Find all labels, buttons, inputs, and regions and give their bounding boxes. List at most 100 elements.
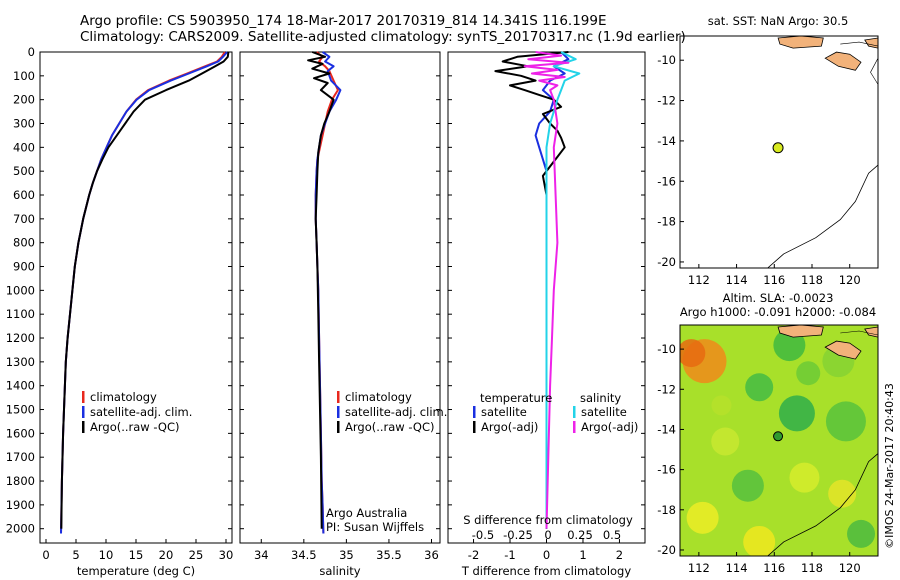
y-tick-label: 1100 [6, 307, 35, 321]
sla-blob [778, 395, 815, 432]
land-island [824, 51, 862, 71]
legend-swatch [82, 421, 85, 433]
sst_map-xtick-label: 116 [763, 273, 785, 287]
y-tick-label: 400 [13, 140, 35, 154]
legend-label: satellite-adj. clim. [90, 405, 192, 419]
legend-label: satellite [581, 405, 627, 419]
series-line-s-satellite [545, 51, 581, 529]
y-tick-label: 100 [13, 69, 35, 83]
sla-blob [743, 525, 776, 556]
y-tick-label: 2000 [6, 522, 35, 536]
temperature-xtick-label: 30 [219, 548, 234, 562]
series-line-argo-raw-qc- [60, 51, 230, 529]
sla_map-ytick-label: -16 [657, 463, 676, 477]
salinity-xlabel: salinity [319, 564, 360, 578]
sst_map-xtick-label: 112 [688, 273, 710, 287]
series-line-s-argo-adj- [523, 51, 570, 529]
legend-swatch [337, 406, 340, 418]
difference-xtick-top-label: 0.5 [603, 528, 621, 542]
sla-blob [828, 479, 857, 508]
y-tick-label: 1900 [6, 498, 35, 512]
difference-xtick-top-label: 0.25 [567, 528, 593, 542]
depth-contour [767, 164, 878, 268]
sla_map-xtick-label: 120 [839, 561, 861, 575]
y-tick-label: 800 [13, 236, 35, 250]
y-tick-label: 1700 [6, 450, 35, 464]
y-tick-label: 0 [28, 45, 35, 59]
legend-swatch [337, 421, 340, 433]
sst_map-ytick-label: -14 [657, 134, 676, 148]
title-line-1: Argo profile: CS 5903950_174 18-Mar-2017… [80, 13, 607, 29]
sla_map-ytick-label: -18 [657, 503, 676, 517]
salinity-frame [239, 51, 441, 544]
y-tick-label: 1300 [6, 355, 35, 369]
y-tick-label: 300 [13, 117, 35, 131]
temperature-xtick-label: 15 [129, 548, 144, 562]
difference-xtick-label: -2 [468, 548, 479, 562]
legend-label: Argo(..raw -QC) [345, 420, 435, 434]
sla-blob [731, 469, 764, 502]
depth-contour [840, 330, 878, 336]
difference-xtick-label: 0 [543, 548, 550, 562]
legend-swatch [82, 391, 85, 403]
imos-credit: ©IMOS 24-Mar-2017 20:40:43 [883, 383, 896, 549]
depth-contour [870, 58, 878, 85]
sla-blob [825, 401, 866, 442]
temperature-xtick-label: 0 [42, 548, 49, 562]
y-tick-label: 500 [13, 164, 35, 178]
legend-label: climatology [345, 390, 412, 404]
sla-blob [796, 361, 821, 386]
sst_map-xtick-label: 114 [726, 273, 748, 287]
land-island [777, 36, 824, 49]
legend-label: satellite [481, 405, 527, 419]
legend-swatch [473, 421, 476, 433]
sst_map-ytick-label: -18 [657, 215, 676, 229]
temperature-xlabel: temperature (deg C) [77, 564, 195, 578]
sla_map-ytick-label: -10 [657, 342, 676, 356]
difference-xtick-label: -1 [504, 548, 515, 562]
salinity-xtick-label: 34.5 [291, 548, 317, 562]
sla_map-ytick-label: -20 [657, 543, 676, 557]
sla-blob [680, 339, 706, 368]
legend-label: satellite-adj. clim. [345, 405, 447, 419]
series-line-t-satellite [534, 51, 570, 529]
sla_map-frame [679, 324, 879, 557]
land-island [864, 37, 878, 49]
series-line-argo-raw-qc- [307, 51, 335, 529]
title-line-2: Climatology: CARS2009. Satellite-adjuste… [80, 29, 686, 45]
series-line-satellite-adj-clim- [60, 51, 228, 534]
sla-map-title: Altim. SLA: -0.0023 [723, 291, 834, 305]
y-tick-label: 1600 [6, 426, 35, 440]
sst_map-area [767, 36, 878, 268]
legend-swatch [337, 391, 340, 403]
sst_map-ytick-label: -12 [657, 94, 676, 108]
difference-xtick-label: 1 [579, 548, 586, 562]
credit-pi: PI: Susan Wijffels [326, 520, 424, 534]
salinity-xtick-label: 36 [424, 548, 439, 562]
difference-xtick-top-label: 0 [544, 528, 551, 542]
legend-swatch [573, 406, 576, 418]
temperature-frame [39, 51, 233, 544]
y-tick-label: 1400 [6, 379, 35, 393]
sst_map-ytick-label: -10 [657, 53, 676, 67]
land-island [777, 325, 824, 338]
argo-position-marker [773, 431, 784, 442]
legend-swatch [473, 406, 476, 418]
sla_map-ytick-label: -14 [657, 422, 676, 436]
sla_map-xtick-label: 114 [726, 561, 748, 575]
sst-map-title: sat. SST: NaN Argo: 30.5 [708, 14, 849, 28]
argo-position-marker [772, 142, 784, 154]
sla_map-area [680, 325, 878, 556]
difference-xlabel-top: S difference from climatology [463, 513, 633, 527]
legend-title-salinity: salinity [580, 391, 621, 405]
y-tick-label: 600 [13, 188, 35, 202]
y-tick-label: 900 [13, 260, 35, 274]
sla_map-xtick-label: 116 [763, 561, 785, 575]
credit-argo-australia: Argo Australia [326, 506, 407, 520]
sla-blob [711, 395, 732, 416]
legend-title-temperature: temperature [480, 391, 552, 405]
sla_map-ytick-label: -12 [657, 382, 676, 396]
sla-blob [789, 462, 820, 493]
y-tick-label: 1800 [6, 474, 35, 488]
